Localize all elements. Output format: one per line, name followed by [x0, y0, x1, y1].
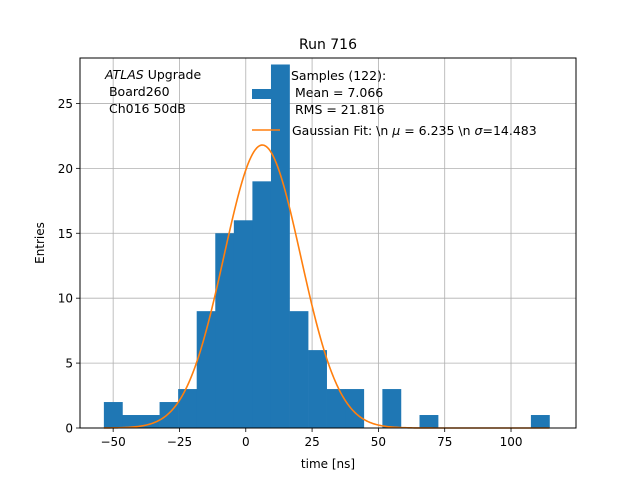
x-axis-ticks: −50 −25 0 25 50 75 100: [100, 428, 522, 449]
legend-hist-line-3: RMS = 21.816: [291, 102, 385, 117]
annotation-line-3: Ch016 50dB: [105, 101, 186, 116]
plot-frame: [79, 57, 577, 429]
x-axis-label: time [ns]: [301, 457, 355, 471]
histogram-bar: [103, 402, 123, 428]
x-tick-label: 25: [304, 435, 319, 449]
histogram-bar: [270, 64, 290, 429]
legend-fit-label: Gaussian Fit: \n μ = 6.235 \n σ=14.483: [292, 123, 537, 138]
legend-fit-sigma-value: =14.483: [482, 123, 536, 138]
x-tick-label: 0: [242, 435, 250, 449]
legend-hist-line-1: Samples (122):: [291, 68, 386, 83]
annotation-atlas: ATLAS: [104, 67, 144, 82]
y-tick-label: 5: [65, 357, 73, 371]
histogram-bar: [215, 233, 235, 428]
atlas-annotation: ATLAS Upgrade Board260 Ch016 50dB: [104, 67, 201, 116]
chart-title: Run 716: [299, 37, 357, 53]
histogram-bar: [382, 389, 402, 428]
y-tick-label: 25: [58, 97, 73, 111]
histogram-bar: [308, 350, 327, 428]
histogram-bar: [233, 220, 253, 428]
x-tick-label: 100: [500, 435, 523, 449]
y-tick-label: 0: [65, 422, 73, 436]
histogram-bar: [530, 415, 550, 428]
histogram-bar: [289, 311, 309, 428]
histogram-bar: [345, 389, 365, 428]
histogram-bar: [326, 389, 346, 428]
x-tick-label: 75: [437, 435, 452, 449]
histogram-bars: [103, 64, 550, 429]
annotation-line-2: Board260: [105, 84, 170, 99]
y-tick-label: 15: [58, 227, 73, 241]
y-tick-label: 10: [58, 292, 73, 306]
y-axis-label: Entries: [33, 222, 47, 264]
x-tick-label: −25: [167, 435, 192, 449]
legend-hist-line-2: Mean = 7.066: [291, 85, 383, 100]
annotation-line-1: ATLAS Upgrade: [104, 67, 201, 82]
legend-fit-sigma-symbol: σ: [475, 123, 484, 138]
histogram-bar: [196, 311, 216, 428]
histogram-bar: [419, 415, 439, 428]
histogram-bar: [122, 415, 142, 428]
legend-fit-prefix: Gaussian Fit: \n: [292, 123, 392, 138]
legend-fit-mu-symbol: μ: [391, 123, 400, 138]
legend-fit-mu-value: = 6.235 \n: [400, 123, 474, 138]
histogram-bar: [178, 389, 198, 428]
annotation-upgrade: Upgrade: [144, 67, 202, 82]
y-axis-ticks: 0 5 10 15 20 25: [58, 97, 80, 436]
histogram-bar: [252, 181, 272, 428]
legend-hist-swatch: [252, 89, 280, 99]
x-tick-label: 50: [371, 435, 386, 449]
x-tick-label: −50: [100, 435, 125, 449]
y-tick-label: 20: [58, 162, 73, 176]
legend: Samples (122): Mean = 7.066 RMS = 21.816…: [252, 68, 537, 138]
